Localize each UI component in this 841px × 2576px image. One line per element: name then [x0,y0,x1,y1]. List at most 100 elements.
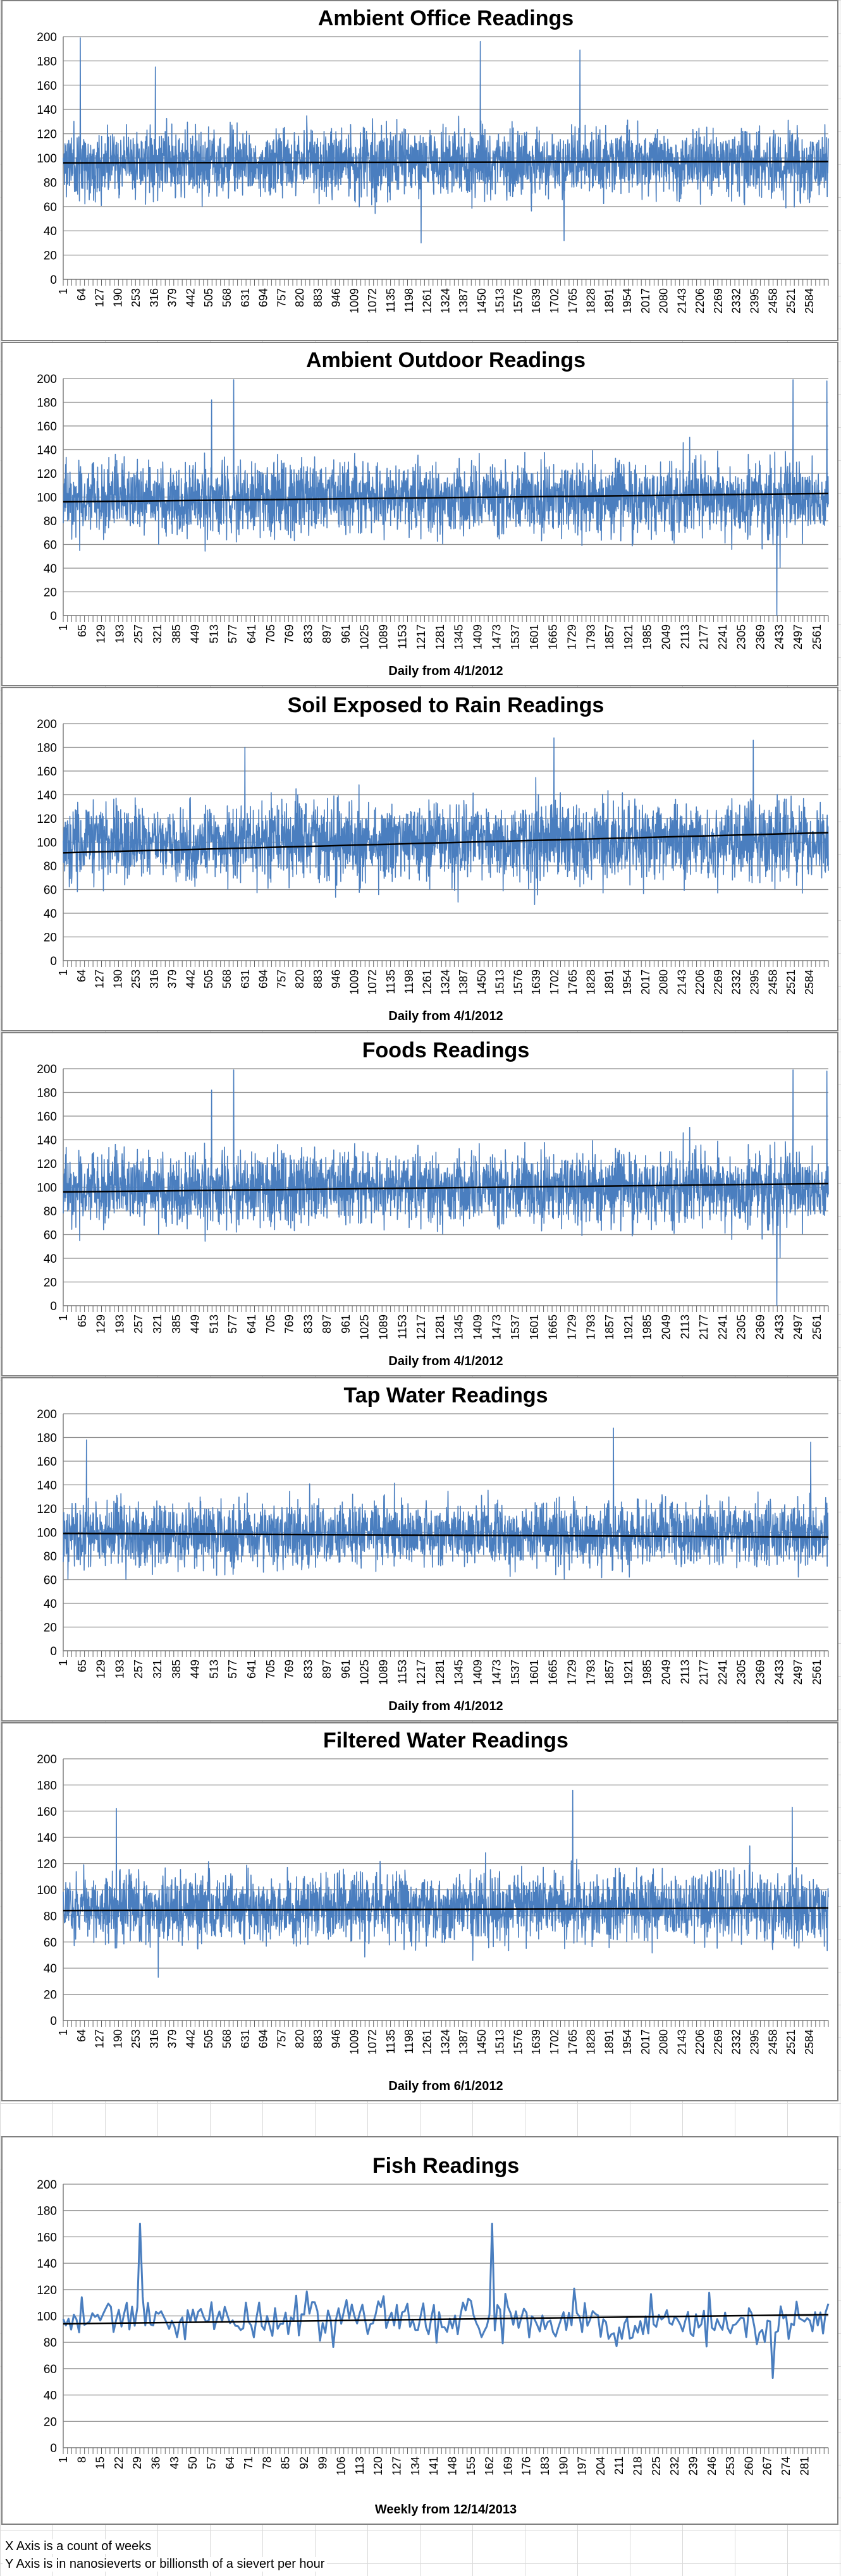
x-tick-label: 232 [668,2457,681,2476]
x-tick-label: 190 [557,2457,570,2476]
x-tick-label: 385 [170,1315,183,1334]
x-tick-label: 1324 [439,969,451,995]
x-tick-label: 155 [465,2457,477,2476]
x-tick-label: 99 [316,2457,329,2469]
x-axis-label: Daily from 4/1/2012 [388,664,503,678]
y-tick-label: 160 [37,1806,57,1819]
x-tick-label: 379 [166,288,179,307]
x-tick-label: 1954 [621,288,634,313]
series-line [63,1427,829,1580]
x-tick-label: 1 [57,969,70,976]
x-axis-label: Daily from 4/1/2012 [388,1009,503,1023]
x-tick-label: 257 [132,624,145,643]
y-tick-label: 0 [50,1645,57,1658]
y-tick-label: 60 [44,884,57,897]
x-tick-label: 176 [520,2457,533,2476]
x-tick-label: 883 [312,288,324,307]
x-tick-label: 577 [226,1660,239,1679]
y-tick-label: 140 [37,2257,57,2271]
x-tick-label: 946 [330,2029,343,2048]
x-tick-label: 897 [321,624,333,643]
x-tick-label: 2143 [675,969,688,995]
x-tick-label: 106 [335,2457,348,2476]
x-tick-label: 2017 [639,969,652,995]
x-tick-label: 1450 [476,2029,488,2055]
y-tick-label: 80 [44,1550,57,1564]
x-tick-label: 513 [207,624,220,643]
x-tick-label: 1537 [509,1315,522,1340]
x-tick-label: 1198 [403,2029,415,2054]
x-tick-label: 2433 [773,1660,785,1685]
x-tick-label: 2269 [712,2029,725,2055]
x-tick-label: 1135 [384,969,397,994]
x-tick-label: 2369 [754,624,767,650]
y-tick-label: 160 [37,2231,57,2244]
y-tick-label: 40 [44,562,57,576]
x-tick-label: 1089 [378,624,390,650]
y-tick-label: 20 [44,586,57,600]
x-tick-label: 1009 [348,969,360,995]
y-tick-label: 0 [50,955,57,968]
x-minor-ticks [63,1651,829,1657]
y-tick-label: 180 [37,1087,57,1100]
x-tick-label: 2113 [678,1315,691,1339]
x-tick-label: 1857 [603,624,616,650]
x-tick-label: 757 [275,288,288,307]
y-tick-label: 20 [44,1277,57,1290]
x-tick-label: 50 [187,2457,199,2469]
x-tick-label: 1345 [453,624,465,650]
x-tick-label: 2206 [694,2029,706,2055]
x-tick-label: 1025 [359,624,371,650]
x-tick-label: 1153 [396,624,408,649]
y-tick-label: 100 [37,837,57,850]
x-tick-label: 961 [340,1315,352,1334]
y-tick-label: 120 [37,128,57,142]
x-tick-label: 769 [283,624,296,643]
x-tick-label: 1729 [566,1660,579,1685]
x-tick-label: 129 [95,1315,107,1334]
x-tick-label: 705 [264,624,277,643]
trendline [63,832,829,854]
y-tick-label: 180 [37,397,57,410]
x-minor-ticks [63,2020,829,2027]
x-tick-label: 1765 [567,969,579,995]
x-tick-label: 1409 [472,1660,484,1685]
y-tick-label: 0 [50,2015,57,2028]
x-tick-label: 257 [132,1315,145,1334]
x-tick-label: 1729 [566,624,579,650]
x-tick-label: 1089 [378,1660,390,1685]
x-tick-label: 757 [275,969,288,988]
x-tick-label: 1828 [585,2029,598,2055]
x-tick-label: 1 [57,2457,70,2463]
chart-title: Ambient Office Readings [318,6,574,30]
y-tick-label: 100 [37,1527,57,1540]
x-tick-label: 253 [724,2457,737,2476]
x-tick-label: 321 [151,1660,164,1679]
chart-1: Ambient Office Readings 0 20 40 60 80 100 120 14… [1,0,838,341]
y-tick-label: 20 [44,932,57,945]
x-tick-label: 1450 [476,288,488,313]
x-tick-label: 120 [372,2457,384,2476]
x-tick-label: 1576 [512,288,524,313]
y-tick-label: 140 [37,1134,57,1148]
x-tick-label: 2080 [658,2029,670,2055]
x-tick-label: 1409 [472,624,484,650]
x-tick-label: 1387 [457,969,470,995]
x-tick-label: 833 [302,1315,314,1334]
x-tick-label: 631 [239,2029,252,2048]
footnote-x-axis: X Axis is a count of weeks [3,2539,154,2554]
series-line [63,1789,829,1978]
x-tick-label: 2395 [749,2029,761,2055]
x-tick-label: 757 [275,2029,288,2048]
x-tick-label: 1921 [622,1660,635,1685]
x-tick-label: 2332 [730,969,743,995]
y-tick-label: 160 [37,765,57,779]
y-tick-label: 180 [37,1432,57,1445]
x-tick-label: 641 [245,1660,258,1679]
x-tick-label: 2080 [658,288,670,313]
y-tick-label: 40 [44,1253,57,1266]
x-tick-label: 694 [257,969,270,988]
x-tick-label: 1153 [396,1315,408,1339]
x-tick-label: 1 [57,1315,70,1321]
x-tick-label: 2497 [792,624,804,650]
